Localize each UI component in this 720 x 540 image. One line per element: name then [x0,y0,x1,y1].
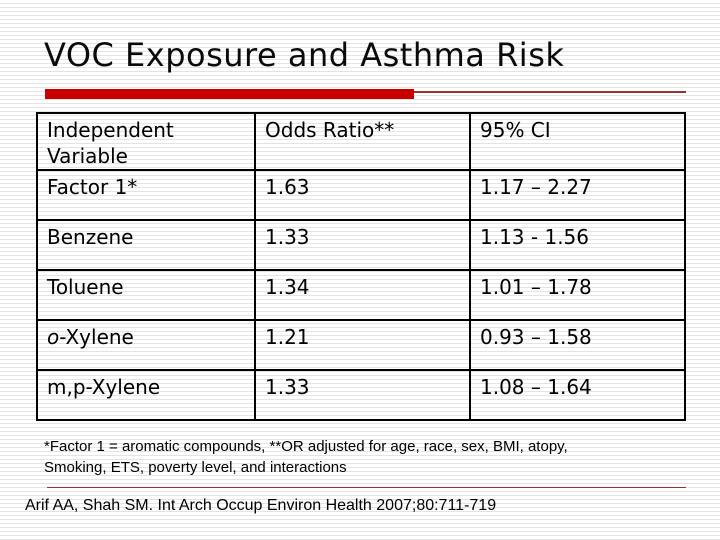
odds-ratio-cell: 1.33 [254,219,471,272]
variable-label: -Xylene [59,325,134,350]
page-title: VOC Exposure and Asthma Risk [44,36,565,74]
table-header-row: Independent Variable Odds Ratio** 95% CI [36,111,686,172]
variable-italic-part: o [47,325,60,350]
odds-ratio-cell: 1.33 [254,369,471,422]
ci-cell: 1.01 – 1.78 [469,269,686,322]
results-table: Independent Variable Odds Ratio** 95% CI… [36,111,686,422]
header-odds-ratio: Odds Ratio** [254,111,471,172]
ci-cell: 1.08 – 1.64 [469,369,686,422]
ci-cell: 1.13 - 1.56 [469,219,686,272]
table-row: Toluene 1.34 1.01 – 1.78 [36,269,686,322]
odds-ratio-cell: 1.21 [254,319,471,372]
variable-label: Toluene [47,275,124,300]
footnote-text: *Factor 1 = aromatic compounds, **OR adj… [44,438,568,476]
table-row: Factor 1* 1.63 1.17 – 2.27 [36,169,686,222]
variable-label: Factor 1* [47,175,138,200]
variable-cell: Benzene [36,219,256,272]
variable-cell: m,p-Xylene [36,369,256,422]
table-row: o-Xylene 1.21 0.93 – 1.58 [36,319,686,372]
table-row: Benzene 1.33 1.13 - 1.56 [36,219,686,272]
odds-ratio-cell: 1.34 [254,269,471,322]
citation-text: Arif AA, Shah SM. Int Arch Occup Environ… [25,497,497,514]
ci-cell: 0.93 – 1.58 [469,319,686,372]
odds-ratio-cell: 1.63 [254,169,471,222]
header-ci: 95% CI [469,111,686,172]
table-row: m,p-Xylene 1.33 1.08 – 1.64 [36,369,686,422]
header-independent-variable: Independent Variable [36,111,256,172]
ci-cell: 1.17 – 2.27 [469,169,686,222]
variable-cell: Factor 1* [36,169,256,222]
variable-cell: Toluene [36,269,256,322]
variable-cell: o-Xylene [36,319,256,372]
variable-label: m,p-Xylene [47,375,161,400]
title-accent-bar [45,89,414,99]
variable-label: Benzene [47,225,134,250]
footnote-divider-line [47,487,686,488]
